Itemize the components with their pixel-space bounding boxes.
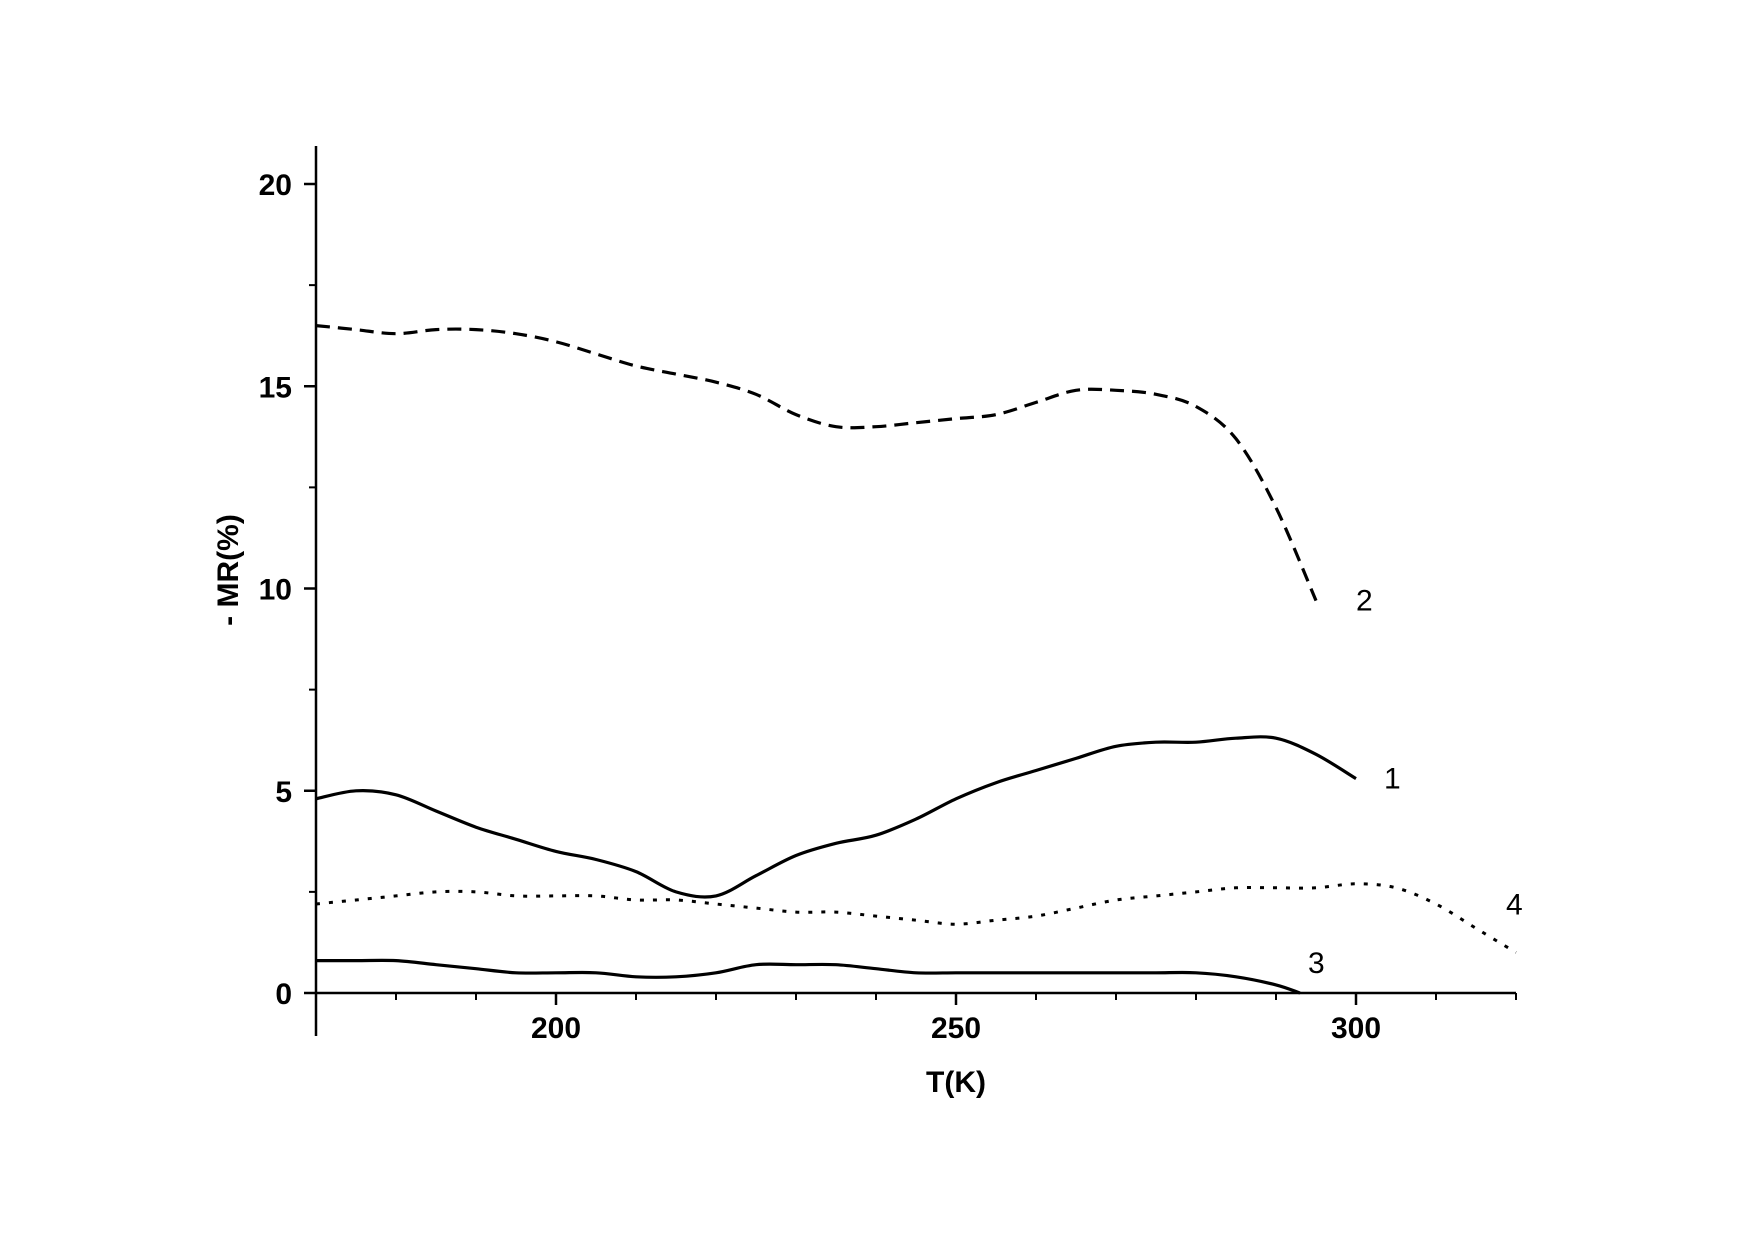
series-lines (315, 324, 1517, 995)
series-line-4 (315, 882, 1517, 954)
y-tick-label: 5 (275, 776, 292, 809)
y-tick-label: 20 (259, 169, 292, 202)
curve-label-4: 4 (1506, 889, 1523, 922)
curve-label-1: 1 (1384, 763, 1401, 796)
curve-labels: 1 2 3 4 (1308, 585, 1523, 980)
tick-marks (304, 182, 1517, 1005)
y-tick-label: 15 (259, 371, 292, 404)
series-line-2 (315, 324, 1318, 602)
series-line-3 (316, 958, 1301, 995)
axes (314, 146, 1516, 1036)
x-tick-label: 200 (531, 1012, 581, 1045)
x-axis-title: T(K) (926, 1066, 986, 1099)
y-axis-title: - MR(%) (212, 514, 245, 626)
tick-labels: 0 5 10 15 20 200 250 300 (259, 169, 1381, 1045)
curve-label-2: 2 (1356, 585, 1373, 618)
y-tick-label: 0 (275, 978, 292, 1011)
y-tick-label: 10 (259, 574, 292, 607)
x-tick-label: 300 (1331, 1012, 1381, 1045)
series-line-1 (315, 735, 1357, 899)
x-tick-label: 250 (931, 1012, 981, 1045)
curve-label-3: 3 (1308, 947, 1325, 980)
